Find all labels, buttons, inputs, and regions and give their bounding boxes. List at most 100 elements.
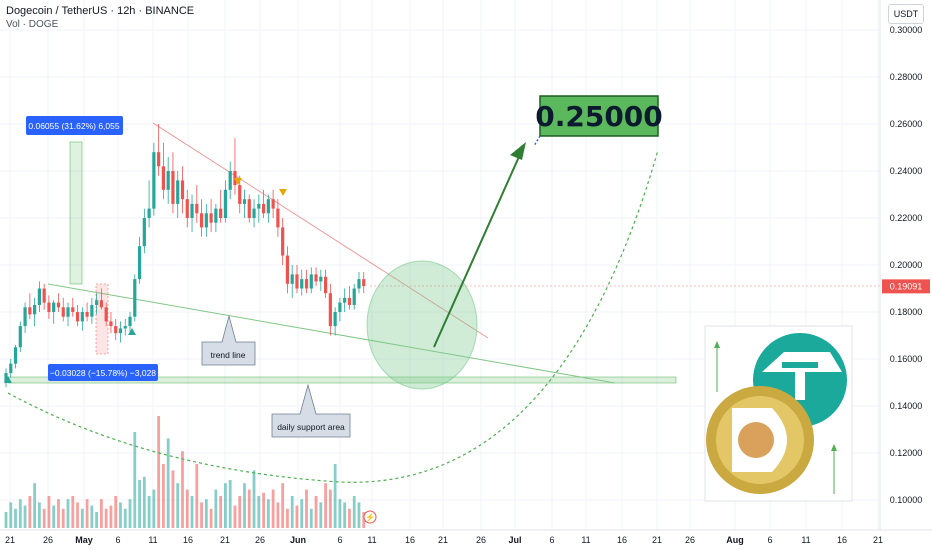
candle-body xyxy=(295,274,299,289)
logo-arrow-head xyxy=(714,341,720,348)
measure-up-label: 0.06055 (31.62%) 6,055 xyxy=(28,121,119,131)
time-tick-label: Jun xyxy=(290,535,306,545)
candle-body xyxy=(285,255,290,284)
volume-bar xyxy=(109,505,113,528)
volume-bar xyxy=(224,483,227,528)
marker-down xyxy=(279,189,287,196)
candle-body xyxy=(276,208,280,228)
support-label: daily support area xyxy=(277,422,345,432)
volume-bar xyxy=(142,476,146,528)
candle-body xyxy=(281,227,285,256)
currency-button[interactable]: USDT xyxy=(888,4,924,24)
lightning-icon: ⚡ xyxy=(365,512,375,522)
marker-up xyxy=(4,376,12,383)
volume-bar xyxy=(128,499,132,528)
time-tick-label: Aug xyxy=(726,535,744,545)
volume-bar xyxy=(90,505,94,528)
candle-body xyxy=(71,307,75,312)
candle-body xyxy=(9,363,13,374)
time-tick-label: 6 xyxy=(115,535,120,545)
volume-bar xyxy=(238,496,242,528)
candle-body xyxy=(157,152,161,167)
candle-body xyxy=(328,293,332,327)
symbol-title[interactable]: Dogecoin / TetherUS · 12h · BINANCE xyxy=(6,5,195,17)
candle-body xyxy=(56,302,61,308)
volume-bar xyxy=(352,496,356,528)
target-label: 0.25000 xyxy=(535,100,663,133)
candle-body xyxy=(176,180,180,204)
time-tick-label: 11 xyxy=(801,535,810,545)
price-tick-label: 0.12000 xyxy=(890,448,923,458)
price-axis[interactable]: 0.30000 0.28000 0.26000 0.24000 0.22000 0.200… xyxy=(882,25,930,505)
candle-body xyxy=(347,297,352,305)
candle-body xyxy=(23,307,27,327)
volume-bar xyxy=(123,508,127,528)
target-zone-circle xyxy=(366,260,478,390)
volume-bar xyxy=(133,432,137,528)
support-callout xyxy=(271,383,351,438)
volume-bar xyxy=(157,416,161,528)
volume-bar xyxy=(209,508,213,528)
candle-body xyxy=(185,199,189,218)
volume-bar xyxy=(100,499,103,528)
volume-indicator-label[interactable]: Vol · DOGE xyxy=(6,19,59,30)
doge-coin-face xyxy=(738,422,774,458)
candle-body xyxy=(180,180,185,200)
candle-body xyxy=(228,171,232,190)
volume-bar xyxy=(171,470,175,528)
volume-bar xyxy=(262,492,265,528)
volume-bar xyxy=(61,508,65,528)
volume-bar xyxy=(252,470,256,528)
candle-body xyxy=(61,307,65,317)
volume-bar xyxy=(57,499,60,528)
target-arrow xyxy=(433,149,523,348)
target-arrow-head xyxy=(510,142,526,160)
time-tick-label: 26 xyxy=(255,535,265,545)
volume-bar xyxy=(176,483,180,528)
volume-bar xyxy=(243,483,246,528)
volume-bar xyxy=(152,489,156,528)
volume-bar xyxy=(71,496,75,528)
price-tick-label: 0.26000 xyxy=(890,119,923,129)
volume-bar xyxy=(348,508,351,528)
price-tick-label: 0.24000 xyxy=(890,166,923,176)
volume-bar xyxy=(286,508,289,528)
candle-body xyxy=(4,373,8,383)
trend-line-callout xyxy=(201,314,256,366)
volume-bar xyxy=(166,438,170,528)
candle-body xyxy=(152,152,156,209)
volume-bar xyxy=(333,464,337,528)
candle-body xyxy=(90,304,94,317)
price-tick-label: 0.30000 xyxy=(890,25,923,35)
candle-body xyxy=(42,288,46,303)
volume-bar xyxy=(28,496,32,528)
volume-bar xyxy=(4,512,8,528)
candle-body xyxy=(18,326,22,348)
candle-body xyxy=(238,185,242,204)
target-connector xyxy=(533,135,541,147)
volume-bar xyxy=(195,464,199,528)
time-tick-label: 16 xyxy=(183,535,193,545)
volume-bar xyxy=(309,508,313,528)
candle-body xyxy=(137,246,142,280)
price-tick-label: 0.28000 xyxy=(890,72,923,82)
price-tick-label: 0.18000 xyxy=(890,307,923,317)
candle-body xyxy=(99,300,103,308)
candle-body xyxy=(123,326,127,329)
volume-bar xyxy=(185,489,189,528)
volume-bar xyxy=(200,502,203,528)
volume-bar xyxy=(319,502,323,528)
time-tick-label: 6 xyxy=(549,535,554,545)
volume-bar xyxy=(52,505,56,528)
volume-bar xyxy=(47,496,51,528)
price-tick-label: 0.14000 xyxy=(890,401,923,411)
volume-bar xyxy=(66,499,70,528)
marker-down xyxy=(234,178,242,185)
volume-bar xyxy=(33,483,37,528)
time-axis[interactable]: 21 26 May 6 11 16 21 26 Jun 6 11 16 21 26 Jul 6 11 16 21 26… xyxy=(5,535,883,545)
time-tick-label: 21 xyxy=(873,535,883,545)
candle-body xyxy=(352,288,356,305)
projection-curve xyxy=(7,149,659,483)
volume-bar xyxy=(305,489,308,528)
